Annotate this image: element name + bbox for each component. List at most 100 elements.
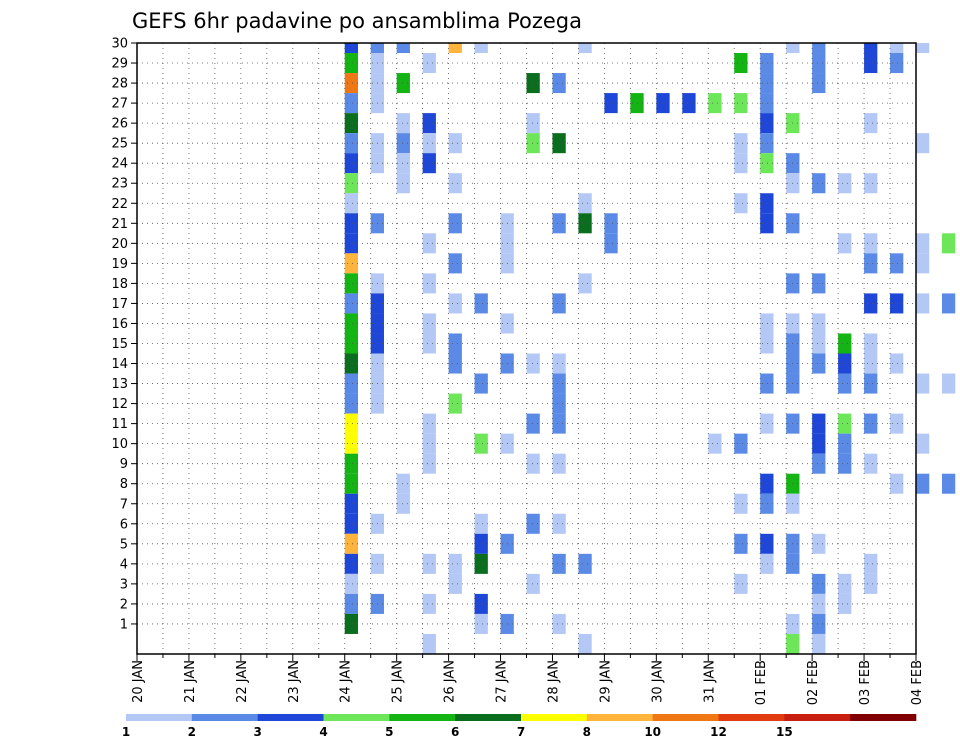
precip-cell (838, 373, 852, 394)
precip-cell (760, 533, 774, 554)
y-tick-label: 24 (111, 157, 128, 172)
precip-cell (916, 473, 930, 494)
y-tick-label: 1 (120, 617, 128, 632)
x-tick-label: 01 FEB (754, 660, 769, 705)
precip-cell (422, 633, 436, 654)
precip-cell (838, 413, 852, 434)
precip-cell (396, 113, 410, 134)
precip-cell (552, 133, 566, 154)
precip-cell (812, 53, 826, 74)
precip-cell (422, 233, 436, 254)
precip-cell (370, 43, 384, 54)
precip-cell (344, 273, 359, 294)
precip-cell (941, 373, 956, 394)
precip-cell (812, 313, 826, 334)
precip-cell (552, 73, 566, 94)
precip-cell (760, 493, 774, 514)
y-tick-label: 29 (111, 57, 128, 72)
precip-cell (890, 413, 904, 434)
precip-cell (734, 53, 748, 74)
y-tick-label: 6 (120, 517, 128, 532)
precip-cell (941, 473, 956, 494)
precip-cell (344, 293, 359, 314)
precip-cell (864, 293, 878, 314)
colorbar-swatch (784, 714, 851, 721)
y-tick-label: 2 (120, 597, 128, 612)
y-tick-label: 25 (111, 137, 128, 152)
y-tick-label: 22 (111, 197, 128, 212)
precip-cell (734, 533, 748, 554)
x-axis: 20 JAN 21 JAN 22 JAN 23 JAN 24 JAN 25 JAN 26 J… (131, 654, 925, 705)
precip-cell (448, 393, 462, 414)
precip-cell (422, 153, 436, 174)
y-tick-label: 20 (111, 237, 128, 252)
precip-cell (448, 553, 462, 574)
precip-cell (812, 573, 826, 594)
precip-cell (344, 513, 359, 534)
precip-cell (448, 353, 462, 374)
precip-cell (448, 43, 462, 54)
precip-cell (838, 333, 852, 354)
colorbar-label: 3 (253, 725, 261, 739)
colorbar-swatch (521, 714, 588, 721)
precip-cell (526, 113, 540, 134)
precip-cell (396, 493, 410, 514)
precip-cell (474, 613, 488, 634)
y-tick-label: 21 (111, 217, 128, 232)
precip-cell (552, 373, 566, 394)
precip-cell (448, 133, 462, 154)
y-tick-label: 4 (120, 557, 128, 572)
y-tick-label: 16 (111, 317, 128, 332)
precip-cell (422, 433, 436, 454)
precip-cell (864, 453, 878, 474)
precip-cell (474, 513, 488, 534)
precip-cell (812, 633, 826, 654)
precip-cell (344, 353, 359, 374)
colorbar-label: 15 (776, 725, 793, 739)
x-tick-label: 25 JAN (391, 660, 406, 703)
precip-cell (812, 173, 826, 194)
heatmap-cells (344, 43, 956, 654)
y-tick-label: 15 (111, 337, 128, 352)
precip-cell (864, 573, 878, 594)
precip-cell (552, 513, 566, 534)
precip-cell (890, 43, 904, 54)
colorbar-label: 6 (451, 725, 459, 739)
precip-cell (838, 233, 852, 254)
colorbar-swatch (126, 714, 193, 721)
precip-cell (760, 413, 774, 434)
y-tick-label: 7 (120, 497, 128, 512)
y-tick-label: 26 (111, 117, 128, 132)
precip-cell (344, 433, 359, 454)
precip-cell (344, 393, 359, 414)
precip-cell (578, 193, 592, 214)
precip-cell (344, 233, 359, 254)
precip-cell (552, 413, 566, 434)
precip-cell (344, 373, 359, 394)
precip-cell (734, 153, 748, 174)
y-tick-label: 5 (120, 537, 128, 552)
colorbar-swatch (389, 714, 456, 721)
x-tick-label: 20 JAN (131, 660, 146, 703)
precip-cell (604, 213, 618, 234)
precip-cell (734, 493, 748, 514)
precip-cell (864, 43, 878, 54)
colorbar-swatch (323, 714, 390, 721)
precip-cell (422, 553, 436, 574)
precip-cell (422, 313, 436, 334)
precip-cell (344, 413, 359, 434)
x-tick-label: 22 JAN (235, 660, 250, 703)
precip-cell (812, 613, 826, 634)
precip-cell (760, 113, 774, 134)
x-tick-label: 03 FEB (858, 660, 873, 705)
precip-cell (812, 453, 826, 474)
colorbar-label: 7 (517, 725, 525, 739)
precip-cell (344, 573, 359, 594)
precip-cell (916, 43, 930, 54)
precip-cell (838, 453, 852, 474)
precip-cell (812, 533, 826, 554)
precip-cell (526, 73, 540, 94)
precip-cell (344, 193, 359, 214)
precip-cell (344, 553, 359, 574)
y-tick-label: 14 (111, 357, 128, 372)
